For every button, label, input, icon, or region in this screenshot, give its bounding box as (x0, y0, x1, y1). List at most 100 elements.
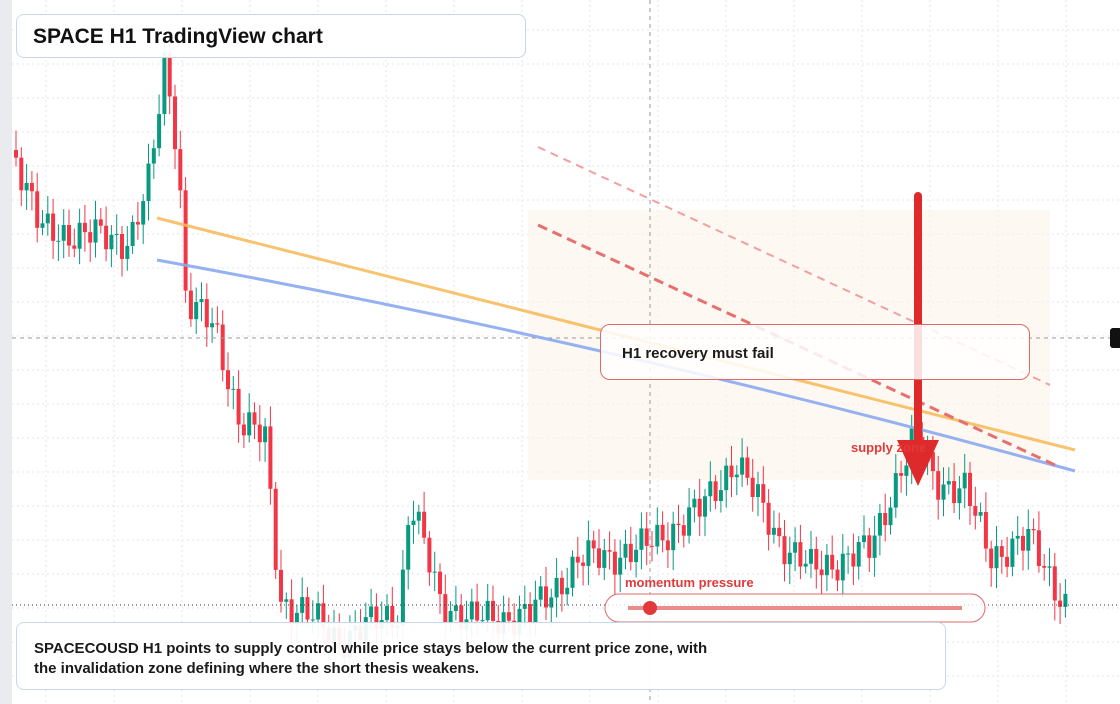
candle-body (77, 222, 82, 249)
summary: SPACECOUSD H1 points to supply control w… (16, 622, 946, 690)
candle-body (146, 163, 151, 202)
candle-body (24, 182, 29, 191)
candle-body (538, 586, 543, 600)
candle-body (528, 604, 533, 623)
candle-body (448, 610, 453, 623)
title: SPACE H1 TradingView chart (16, 14, 526, 58)
candle-body (135, 221, 140, 225)
candle-body (612, 551, 617, 575)
candle-body (210, 323, 215, 328)
candle-body (586, 540, 591, 566)
candle-body (999, 546, 1004, 557)
candle-body (644, 528, 649, 546)
candle-body (676, 523, 681, 526)
candle-body (544, 586, 548, 608)
candle-body (734, 474, 739, 478)
slider-knob (643, 601, 657, 615)
candle-body (750, 477, 755, 497)
candle-body (575, 556, 580, 563)
dashed-line-light (537, 146, 1051, 386)
candle-body (729, 465, 734, 478)
candle-body (374, 606, 379, 629)
candle-body (125, 245, 130, 259)
candle-body (862, 535, 866, 543)
candle-body (941, 484, 946, 500)
candle-body (273, 488, 278, 570)
candle-body (681, 525, 686, 536)
candle-body (570, 556, 575, 588)
supply-label: supply zone (851, 440, 927, 455)
candle-body (289, 599, 294, 625)
candle-body (491, 600, 495, 621)
candle-body (178, 149, 183, 191)
candle-body (56, 240, 61, 242)
candle-body (93, 219, 98, 243)
candle-body (411, 520, 416, 525)
candle-body (559, 577, 564, 595)
candle-body (67, 224, 71, 246)
candle-body (173, 96, 177, 150)
candle-body (771, 527, 776, 535)
price-tag (1110, 328, 1120, 348)
candle-body (766, 502, 771, 535)
candle-body (745, 457, 750, 478)
candle-body (824, 554, 829, 576)
candle-body (835, 569, 840, 581)
candle-body (692, 498, 697, 508)
candle-body (893, 473, 898, 508)
candle-body (114, 233, 119, 235)
candle-body (1005, 556, 1010, 567)
candle-body (554, 577, 559, 598)
candle-body (718, 490, 723, 502)
candle-body (438, 571, 442, 595)
candle-body (82, 222, 87, 233)
candle-body (167, 52, 172, 97)
candle-body (968, 472, 972, 507)
candle-body (517, 608, 522, 635)
candle-body (72, 245, 77, 249)
candle-body (713, 481, 718, 502)
candle-body (432, 571, 437, 573)
candle-body (231, 388, 236, 390)
candle-body (151, 148, 156, 164)
candle-body (883, 513, 888, 526)
candle-body (708, 481, 713, 497)
candle-body (236, 388, 241, 425)
arrow-head (897, 440, 939, 486)
candle-body (316, 603, 321, 620)
momentum-label: momentum pressure (625, 575, 754, 590)
candle-body (183, 190, 188, 291)
candle-body (385, 605, 389, 621)
candle-body (724, 465, 729, 491)
candle-body (697, 498, 702, 517)
candle-body (814, 548, 819, 570)
candle-body (957, 488, 962, 504)
candle-body (40, 223, 45, 228)
candle-body (98, 219, 103, 226)
candle-body (597, 548, 601, 568)
candle-body (1031, 528, 1036, 531)
candle-body (104, 225, 109, 250)
candle-body (268, 426, 273, 489)
candle-body (1036, 530, 1041, 567)
candle-body (422, 511, 427, 538)
candle-body (45, 213, 50, 224)
candle-body (952, 481, 957, 504)
candle-body (650, 545, 654, 547)
candle-body (782, 536, 787, 565)
candle-body (1021, 535, 1025, 551)
candle-body (294, 612, 299, 625)
candle-body (777, 527, 782, 537)
candle-body (830, 554, 835, 570)
candle-body (257, 424, 262, 443)
candle-body (443, 594, 448, 623)
candle-body (416, 511, 421, 521)
candle-body (994, 546, 999, 569)
candle-body (851, 553, 856, 567)
candle-body (522, 604, 527, 609)
candle-body (549, 597, 554, 608)
candle-body (819, 569, 824, 576)
candle-body (809, 548, 813, 564)
candle-body (241, 424, 246, 436)
candle-body (88, 232, 93, 243)
